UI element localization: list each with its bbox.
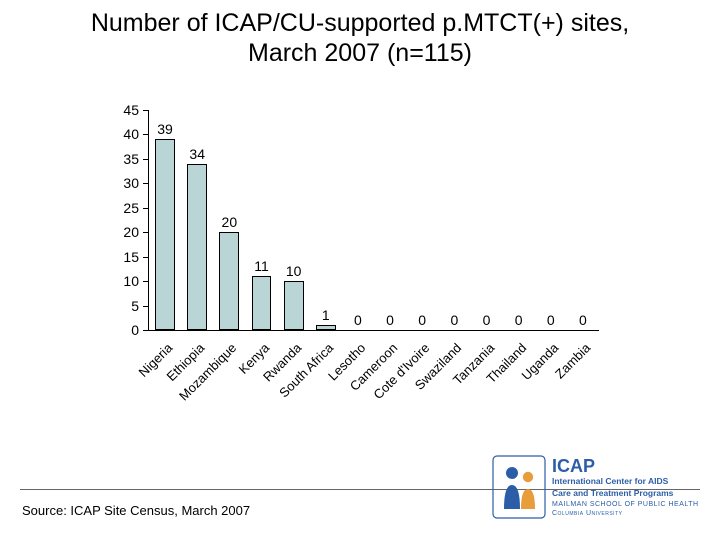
y-tick-label: 20 [123, 224, 139, 240]
y-tick [143, 134, 149, 135]
bar-value-label: 34 [189, 146, 205, 162]
icap-logo: ICAP International Center for AIDS Care … [492, 452, 702, 522]
bar-value-label: 0 [450, 312, 458, 328]
y-tick-label: 15 [123, 249, 139, 265]
y-tick [143, 330, 149, 331]
logo-uni-2: Columbia University [552, 510, 699, 517]
slide: Number of ICAP/CU-supported p.MTCT(+) si… [0, 0, 720, 540]
logo-full-2: Care and Treatment Programs [552, 489, 699, 499]
bar-value-label: 0 [483, 312, 491, 328]
bar-value-label: 39 [157, 121, 173, 137]
y-tick-label: 40 [123, 126, 139, 142]
bar-value-label: 11 [254, 258, 269, 274]
y-tick-label: 5 [131, 298, 139, 314]
y-tick [143, 232, 149, 233]
bar [316, 325, 336, 330]
y-tick [143, 281, 149, 282]
y-tick-label: 30 [123, 175, 139, 191]
y-tick [143, 257, 149, 258]
logo-full-1: International Center for AIDS [552, 477, 699, 487]
plot-area: 0510152025303540453934201110100000000 [148, 110, 599, 331]
bar-value-label: 0 [515, 312, 523, 328]
bar [284, 281, 304, 330]
y-tick [143, 183, 149, 184]
bar-value-label: 0 [579, 312, 587, 328]
y-tick-label: 0 [131, 322, 139, 338]
bar-chart: 0510152025303540453934201110100000000 Ni… [110, 100, 610, 440]
logo-uni-1: MAILMAN SCHOOL OF PUBLIC HEALTH [552, 501, 699, 508]
title-line-1: Number of ICAP/CU-supported p.MTCT(+) si… [91, 9, 629, 37]
title-line-2: March 2007 (n=115) [248, 39, 472, 67]
bar-value-label: 0 [354, 312, 362, 328]
bar-value-label: 0 [386, 312, 394, 328]
logo-mark [492, 455, 546, 519]
bar [219, 232, 239, 330]
bar [187, 164, 207, 330]
x-axis-labels: NigeriaEthiopiaMozambiqueKenyaRwandaSout… [148, 332, 598, 432]
y-tick-label: 35 [123, 151, 139, 167]
logo-acronym: ICAP [552, 457, 699, 475]
source-text: Source: ICAP Site Census, March 2007 [22, 503, 250, 518]
bar-value-label: 10 [286, 263, 302, 279]
bar-value-label: 0 [418, 312, 426, 328]
bar-value-label: 1 [322, 307, 330, 323]
slide-title: Number of ICAP/CU-supported p.MTCT(+) si… [50, 8, 670, 68]
y-tick [143, 110, 149, 111]
logo-text: ICAP International Center for AIDS Care … [552, 457, 699, 517]
bar [155, 139, 175, 330]
y-tick-label: 25 [123, 200, 139, 216]
bar [252, 276, 272, 330]
y-tick-label: 45 [123, 102, 139, 118]
bar-value-label: 0 [547, 312, 555, 328]
y-tick [143, 208, 149, 209]
bar-value-label: 20 [222, 214, 238, 230]
y-tick [143, 306, 149, 307]
y-tick [143, 159, 149, 160]
y-tick-label: 10 [123, 273, 139, 289]
